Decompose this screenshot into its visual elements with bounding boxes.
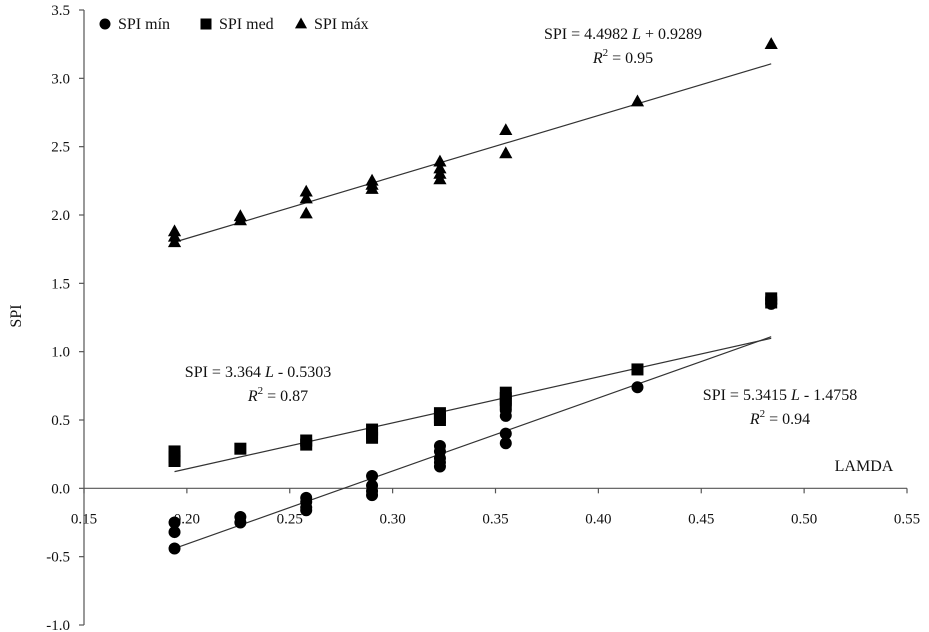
legend-label-triangle: SPI máx (314, 16, 369, 33)
x-tick-label: 0.50 (791, 511, 817, 527)
data-point-square (433, 414, 446, 426)
data-point-circle (366, 470, 379, 483)
x-tick-label: 0.45 (688, 511, 714, 527)
data-point-triangle (299, 206, 313, 219)
legend-marker-square (200, 18, 212, 30)
y-tick-label: 0.0 (51, 481, 70, 497)
data-point-triangle (499, 123, 513, 136)
data-point-circle (168, 542, 181, 555)
legend-marker-triangle (294, 17, 308, 29)
y-axis-label: SPI (8, 304, 25, 327)
data-point-square (631, 363, 644, 376)
y-tick-label: 1.0 (51, 345, 70, 361)
fit-line-square (174, 337, 772, 473)
data-point-triangle (233, 213, 247, 226)
data-point-square (366, 431, 379, 444)
data-point-triangle (433, 154, 447, 167)
legend-label-square: SPI med (219, 16, 274, 33)
data-point-circle (366, 489, 379, 502)
data-point-circle (499, 427, 512, 440)
legend-marker-circle (99, 18, 111, 30)
data-point-square (300, 438, 313, 451)
data-point-circle (300, 504, 313, 517)
regression-equation-square: SPI = 3.364 L - 0.5303 (185, 364, 331, 381)
y-tick-label: 2.5 (51, 140, 70, 156)
r-squared-circle: R2 = 0.94 (749, 408, 810, 428)
fit-lines (174, 63, 772, 549)
data-point-square (168, 455, 181, 467)
data-point-triangle (167, 235, 182, 248)
x-tick-label: 0.15 (71, 511, 97, 527)
x-tick-label: 0.25 (277, 511, 303, 527)
data-points (167, 37, 778, 555)
y-tick-label: 2.0 (51, 208, 70, 224)
data-point-triangle (499, 146, 513, 159)
data-point-circle (234, 516, 247, 529)
data-point-circle (433, 460, 446, 473)
y-tick-label: 3.0 (51, 71, 70, 87)
data-point-circle (631, 381, 644, 394)
axes: -1.0-0.50.00.51.01.52.02.53.03.50.15 0.20… (8, 3, 920, 632)
y-tick-label: -1.0 (46, 618, 70, 632)
regression-equation-circle: SPI = 5.3415 L - 1.4758 (703, 387, 857, 404)
data-point-square (765, 296, 778, 309)
x-axis-label: LAMDA (835, 458, 894, 475)
x-tick-label: 0.30 (380, 511, 406, 527)
data-point-square (499, 397, 512, 410)
r-squared-square: R2 = 0.87 (247, 385, 308, 405)
regression-annotations: SPI = 5.3415 L - 1.4758 R2 = 0.94 SPI = 3.… (185, 26, 857, 428)
data-point-circle (168, 516, 181, 529)
data-point-triangle (764, 37, 778, 49)
fit-line-triangle (174, 63, 772, 243)
data-point-circle (499, 409, 512, 422)
data-point-triangle (299, 184, 313, 197)
x-tick-label: 0.55 (894, 511, 920, 527)
data-point-triangle (365, 181, 379, 194)
y-tick-label: 1.5 (51, 276, 70, 292)
data-point-triangle (630, 94, 645, 107)
x-tick-label: 0.35 (482, 511, 508, 527)
data-point-triangle (433, 172, 447, 185)
y-tick-label: -0.5 (46, 550, 70, 566)
legend-label-circle: SPI mín (118, 16, 170, 33)
y-tick-label: 0.5 (51, 413, 70, 429)
data-point-triangle (299, 191, 313, 204)
regression-equation-triangle: SPI = 4.4982 L + 0.9289 (544, 26, 702, 43)
x-tick-label: 0.40 (585, 511, 611, 527)
r-squared-triangle: R2 = 0.95 (592, 47, 653, 67)
y-tick-label: 3.5 (51, 3, 70, 19)
legend: SPI mín SPI med SPI máx (99, 16, 369, 33)
data-point-circle (168, 526, 181, 539)
data-point-square (234, 442, 247, 455)
data-point-circle (499, 437, 512, 450)
fit-line-circle (174, 336, 772, 549)
